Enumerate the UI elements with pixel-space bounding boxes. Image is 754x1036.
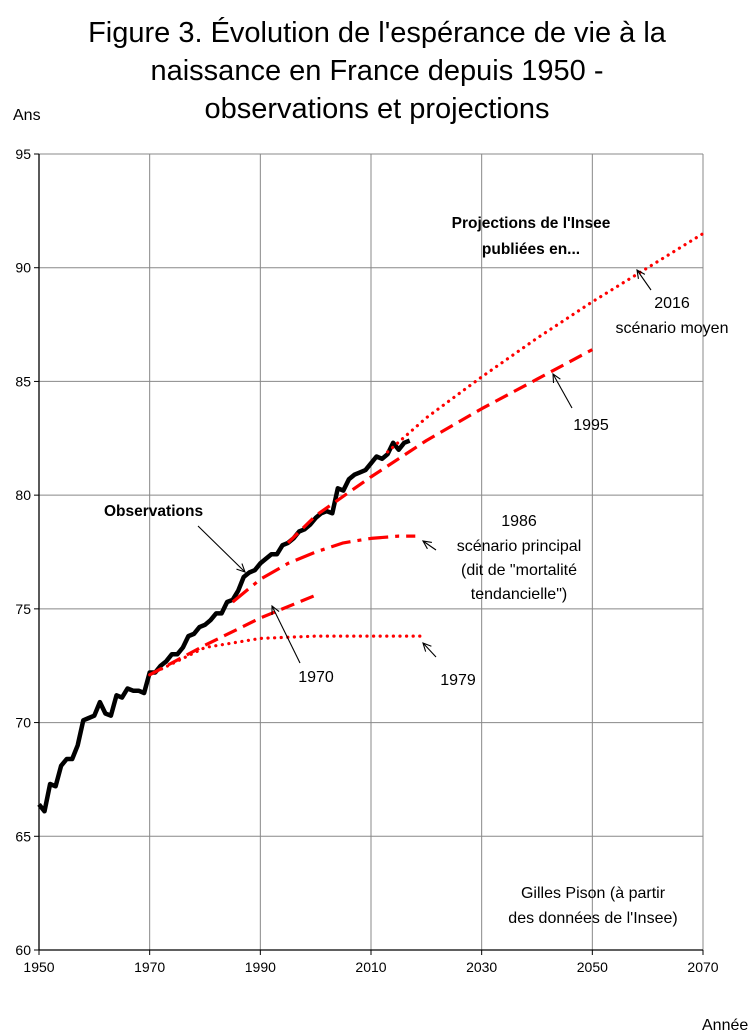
- chart-title: Figure 3. Évolution de l'espérance de vi…: [0, 14, 754, 128]
- x-axis-label: Année: [702, 1017, 748, 1034]
- x-tick-label-2070: 2070: [687, 959, 718, 975]
- y-tick-label-90: 90: [15, 260, 31, 276]
- annotation-label-2016-a: 2016: [654, 295, 690, 312]
- y-tick-label-85: 85: [15, 373, 31, 389]
- series-proj-1995: [286, 348, 594, 545]
- annotation-label-1979: 1979: [440, 672, 476, 689]
- y-tick-label-60: 60: [15, 942, 31, 958]
- annotation-source-2: des données de l'Insee): [508, 910, 677, 927]
- arrow-1986: [421, 540, 437, 551]
- x-tick-label-2030: 2030: [466, 959, 497, 975]
- y-tick-label-65: 65: [15, 828, 31, 844]
- x-tick-label-1950: 1950: [23, 959, 54, 975]
- x-tick-label-2050: 2050: [577, 959, 608, 975]
- tick-labels: 60 65 70 75 80 85 90 95 1950 1970 1990 2010 2030 2050…: [15, 146, 718, 975]
- axes: [34, 153, 704, 955]
- annotation-label-2016-b: scénario moyen: [616, 320, 729, 337]
- annotation-label-1995: 1995: [573, 417, 609, 434]
- annotation-label-1970: 1970: [298, 669, 334, 686]
- series-proj-1986: [231, 534, 416, 604]
- annotation-arrows: [197, 268, 652, 664]
- grid: [39, 153, 704, 950]
- title-line-3: observations et projections: [204, 93, 550, 125]
- arrow-2016: [636, 268, 652, 291]
- x-tick-label-1990: 1990: [245, 959, 276, 975]
- annotation-label-1986-c: (dit de "mortalité: [461, 562, 577, 579]
- series-observations: [37, 438, 411, 814]
- series-layer: [37, 232, 705, 814]
- x-tick-label-2010: 2010: [355, 959, 386, 975]
- series-proj-1970: [148, 593, 317, 677]
- series-proj-2016: [386, 232, 705, 454]
- y-axis-label: Ans: [13, 107, 41, 124]
- annotation-label-1986-a: 1986: [501, 513, 537, 530]
- annotation-insee-heading-1: Projections de l'Insee: [452, 215, 611, 232]
- annotation-source-1: Gilles Pison (à partir: [521, 885, 666, 902]
- title-line-2: naissance en France depuis 1950 -: [150, 55, 604, 87]
- annotation-insee-heading-2: publiées en...: [482, 241, 580, 258]
- title-line-1: Figure 3. Évolution de l'espérance de vi…: [88, 17, 666, 49]
- annotation-label-1986-d: tendancielle"): [471, 586, 567, 603]
- y-tick-label-80: 80: [15, 487, 31, 503]
- arrow-1970: [271, 604, 301, 664]
- annotation-label-1986-b: scénario principal: [457, 538, 582, 555]
- annotations: Observations Projections de l'Insee publié…: [104, 215, 728, 927]
- x-tick-label-1970: 1970: [134, 959, 165, 975]
- arrow-1979: [422, 642, 437, 658]
- arrow-1995: [552, 372, 573, 409]
- y-tick-label-95: 95: [15, 146, 31, 162]
- y-tick-label-70: 70: [15, 715, 31, 731]
- series-proj-1979: [148, 634, 423, 677]
- annotation-observations: Observations: [104, 503, 203, 520]
- arrow-observations: [197, 525, 246, 573]
- y-tick-label-75: 75: [15, 601, 31, 617]
